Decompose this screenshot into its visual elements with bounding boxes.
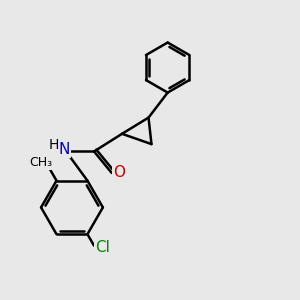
Text: Cl: Cl [95, 240, 110, 255]
Text: CH₃: CH₃ [29, 156, 52, 169]
Text: N: N [58, 142, 69, 157]
Text: O: O [113, 166, 125, 181]
Text: H: H [49, 138, 59, 152]
